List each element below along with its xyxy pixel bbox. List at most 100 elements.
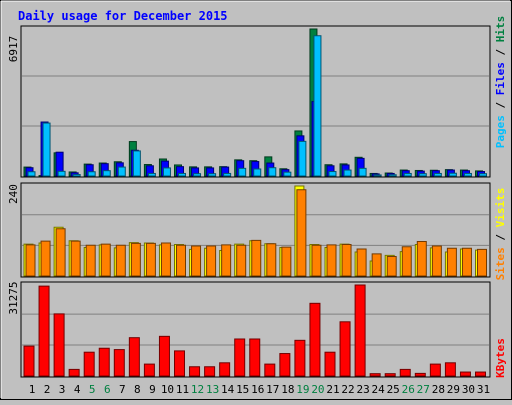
bar-sites-day-18: [282, 247, 291, 276]
bar-pages-day-29: [449, 173, 456, 176]
bar-sites-day-3: [56, 229, 65, 276]
bar-sites-day-24: [372, 254, 381, 276]
bar-kbytes-day-23: [355, 285, 365, 376]
bar-pages-day-14: [224, 173, 231, 176]
bar-kbytes-day-24: [370, 374, 380, 376]
bar-sites-day-7: [116, 245, 125, 276]
x-tick-label-day-27: 27: [417, 383, 430, 396]
bar-sites-day-10: [161, 243, 170, 276]
bar-pages-day-2: [43, 123, 50, 176]
bar-sites-day-15: [237, 245, 246, 276]
legend-kbytes: KBytes: [494, 338, 507, 378]
bar-sites-day-11: [177, 245, 186, 276]
x-tick-label-day-25: 25: [387, 383, 400, 396]
legend-sites: Sites: [494, 247, 507, 280]
panel-hits-frame: [21, 26, 490, 177]
bar-pages-day-26: [404, 173, 411, 176]
bar-sites-day-5: [86, 245, 95, 276]
bar-pages-day-1: [28, 172, 35, 176]
bar-sites-day-12: [192, 246, 201, 276]
bar-kbytes-day-12: [190, 367, 200, 376]
x-tick-label-day-29: 29: [447, 383, 460, 396]
bar-sites-day-22: [342, 245, 351, 277]
bar-pages-day-20: [314, 36, 321, 176]
bar-sites-day-13: [207, 246, 216, 276]
bar-pages-day-10: [163, 168, 170, 176]
bar-pages-day-19: [299, 141, 306, 176]
bar-kbytes-day-26: [400, 369, 410, 376]
bar-kbytes-day-8: [129, 338, 139, 376]
bar-kbytes-day-5: [84, 352, 94, 376]
bar-sites-day-31: [478, 249, 487, 276]
bar-pages-day-24: [374, 175, 381, 176]
bar-sites-day-8: [131, 243, 140, 276]
bar-kbytes-day-25: [385, 374, 395, 376]
bar-kbytes-day-22: [340, 322, 350, 376]
legend-separator: /: [494, 42, 507, 62]
bar-pages-day-16: [254, 169, 261, 176]
bar-sites-day-14: [222, 245, 231, 276]
x-tick-label-day-24: 24: [372, 383, 386, 396]
bar-pages-day-27: [419, 174, 426, 176]
x-tick-label-day-28: 28: [432, 383, 445, 396]
bar-kbytes-day-14: [220, 363, 230, 376]
bar-pages-day-8: [133, 151, 140, 176]
hits-ymax-label: 6917: [7, 36, 20, 63]
bar-sites-day-28: [432, 246, 441, 276]
bar-pages-day-3: [58, 171, 65, 176]
legend-text: Sites / Visits: [494, 188, 507, 281]
bar-sites-day-16: [252, 240, 261, 276]
bar-pages-day-12: [194, 174, 201, 176]
bar-kbytes-day-27: [415, 373, 425, 376]
bar-pages-day-22: [344, 170, 351, 176]
legend-visits: Visits: [494, 188, 507, 228]
bar-pages-day-7: [118, 167, 125, 176]
bar-sites-day-26: [402, 247, 411, 276]
bar-sites-day-27: [417, 242, 426, 277]
bar-sites-day-6: [101, 244, 110, 276]
bar-kbytes-day-28: [430, 364, 440, 376]
bar-sites-day-9: [146, 243, 155, 276]
x-tick-label-day-16: 16: [251, 383, 264, 396]
x-tick-label-day-23: 23: [356, 383, 369, 396]
bar-sites-day-29: [447, 248, 456, 276]
bar-sites-day-1: [26, 245, 35, 276]
bar-pages-day-28: [434, 173, 441, 176]
x-tick-label-day-9: 9: [149, 383, 156, 396]
legend-pages-files-hits: Pages / Files / Hits: [494, 16, 507, 149]
bar-kbytes-day-21: [325, 352, 335, 376]
bar-pages-day-21: [329, 172, 336, 176]
bar-sites-day-17: [267, 244, 276, 276]
bar-sites-day-23: [357, 249, 366, 276]
x-tick-label-day-20: 20: [311, 383, 324, 396]
chart-title: Daily usage for December 2015: [18, 9, 228, 23]
bar-kbytes-day-7: [114, 350, 124, 376]
x-tick-label-day-26: 26: [402, 383, 415, 396]
x-tick-label-day-7: 7: [119, 383, 126, 396]
bar-pages-day-4: [73, 175, 80, 176]
legend-text: KBytes: [494, 338, 507, 378]
x-tick-label-day-4: 4: [74, 383, 81, 396]
bar-sites-day-25: [387, 257, 396, 277]
legend-separator: /: [494, 95, 507, 115]
bar-pages-day-5: [88, 172, 95, 176]
bar-kbytes-day-9: [144, 364, 154, 376]
kbytes-ymax-label: 31275: [7, 281, 20, 314]
x-tick-label-day-21: 21: [326, 383, 339, 396]
bar-kbytes-day-29: [445, 363, 455, 376]
bar-kbytes-day-6: [99, 348, 109, 376]
bar-pages-day-30: [464, 173, 471, 176]
x-tick-label-day-14: 14: [221, 383, 235, 396]
x-tick-label-day-13: 13: [206, 383, 219, 396]
bar-kbytes-day-31: [476, 372, 486, 376]
legend-text: Pages / Files / Hits: [494, 16, 507, 149]
x-tick-label-day-6: 6: [104, 383, 111, 396]
x-tick-label-day-8: 8: [134, 383, 141, 396]
visits-ymax-label: 240: [7, 184, 20, 204]
x-tick-label-day-17: 17: [266, 383, 279, 396]
x-tick-label-day-11: 11: [176, 383, 189, 396]
x-tick-label-day-12: 12: [191, 383, 204, 396]
bar-pages-day-6: [103, 171, 110, 176]
